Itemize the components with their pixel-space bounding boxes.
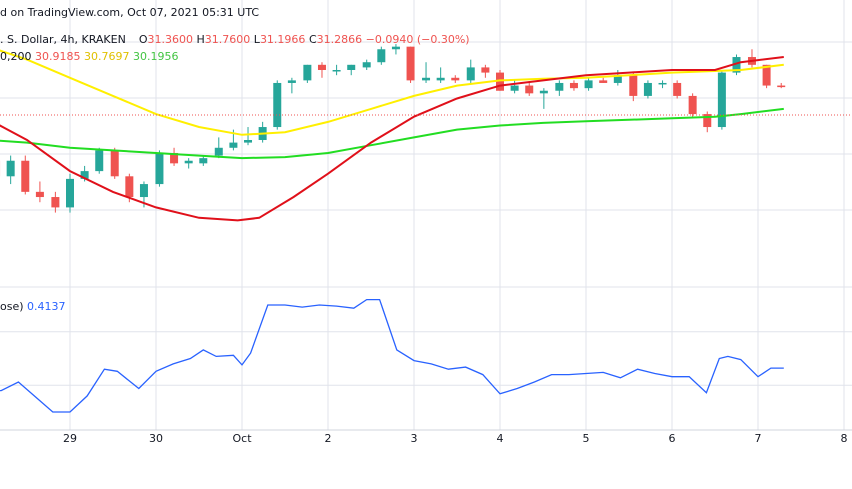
candle-body [66,179,74,208]
candle-body [673,83,681,96]
low-value: 31.1966 [260,33,306,46]
x-tick-label: 3 [411,432,418,445]
candle-body [777,86,785,88]
candle-body [333,70,341,72]
x-tick-label: 2 [325,432,332,445]
ma-legend: 0,200 30.9185 30.7697 30.1956 [0,50,179,63]
ma-fast-value: 30.9185 [35,50,81,63]
published-text: d on TradingView.com, Oct 07, 2021 05:31… [0,6,259,19]
indicator-label: ose) [0,300,24,313]
indicator-legend: ose) 0.4137 [0,300,66,313]
candle-body [185,161,193,164]
candle-body [377,49,385,62]
candle-body [318,65,326,70]
ohlc-legend: . S. Dollar, 4h, KRAKEN O31.3600 H31.760… [0,33,470,46]
candle-body [525,86,533,94]
published-caption: d on TradingView.com, Oct 07, 2021 05:31… [0,6,259,19]
candle-body [111,150,119,176]
candle-body [125,176,133,197]
x-tick-label: 6 [669,432,676,445]
close-label: C [309,33,317,46]
candle-body [95,150,103,171]
candle-body [555,83,563,91]
ma-mid-value: 30.7697 [84,50,130,63]
ma-slow-value: 30.1956 [133,50,179,63]
candle-body [140,184,148,197]
candle-body [659,83,667,85]
candle-body [51,197,59,207]
candle-body [363,62,371,67]
candle-body [585,80,593,88]
open-label: O [139,33,148,46]
candle-body [347,65,355,70]
candle-body [21,161,29,192]
x-tick-label: 30 [149,432,163,445]
candle-body [303,65,311,81]
candle-body [467,67,475,80]
candle-body [718,73,726,127]
close-value: 31.2866 [317,33,363,46]
indicator-value: 0.4137 [27,300,66,313]
open-value: 31.3600 [148,33,194,46]
x-tick-label: 29 [63,432,77,445]
candle-body [599,80,607,83]
x-tick-label: 8 [841,432,848,445]
high-value: 31.7600 [205,33,251,46]
x-tick-label: 7 [755,432,762,445]
ma-params-label: 0,200 [0,50,32,63]
x-tick-label: 5 [583,432,590,445]
candle-body [644,83,652,96]
x-tick-label: 4 [497,432,504,445]
change-value: −0.0940 (−0.30%) [366,33,470,46]
candle-body [215,148,223,156]
high-label: H [197,33,205,46]
symbol-label: . S. Dollar, 4h, KRAKEN [0,33,126,46]
candle-body [155,153,163,184]
x-tick-label: Oct [232,432,252,445]
candle-body [392,47,400,50]
candle-body [244,140,252,143]
candle-body [540,91,548,94]
candle-body [437,78,445,81]
candle-body [481,67,489,72]
candle-body [7,161,15,177]
candle-body [629,75,637,96]
candle-body [36,192,44,197]
candle-body [407,47,415,81]
candle-body [199,158,207,163]
candle-body [273,83,281,127]
candle-body [288,80,296,83]
candle-body [422,78,430,81]
candle-body [689,96,697,114]
candle-body [570,83,578,88]
candle-body [451,78,459,81]
candle-body [229,143,237,148]
candle-body [511,86,519,91]
